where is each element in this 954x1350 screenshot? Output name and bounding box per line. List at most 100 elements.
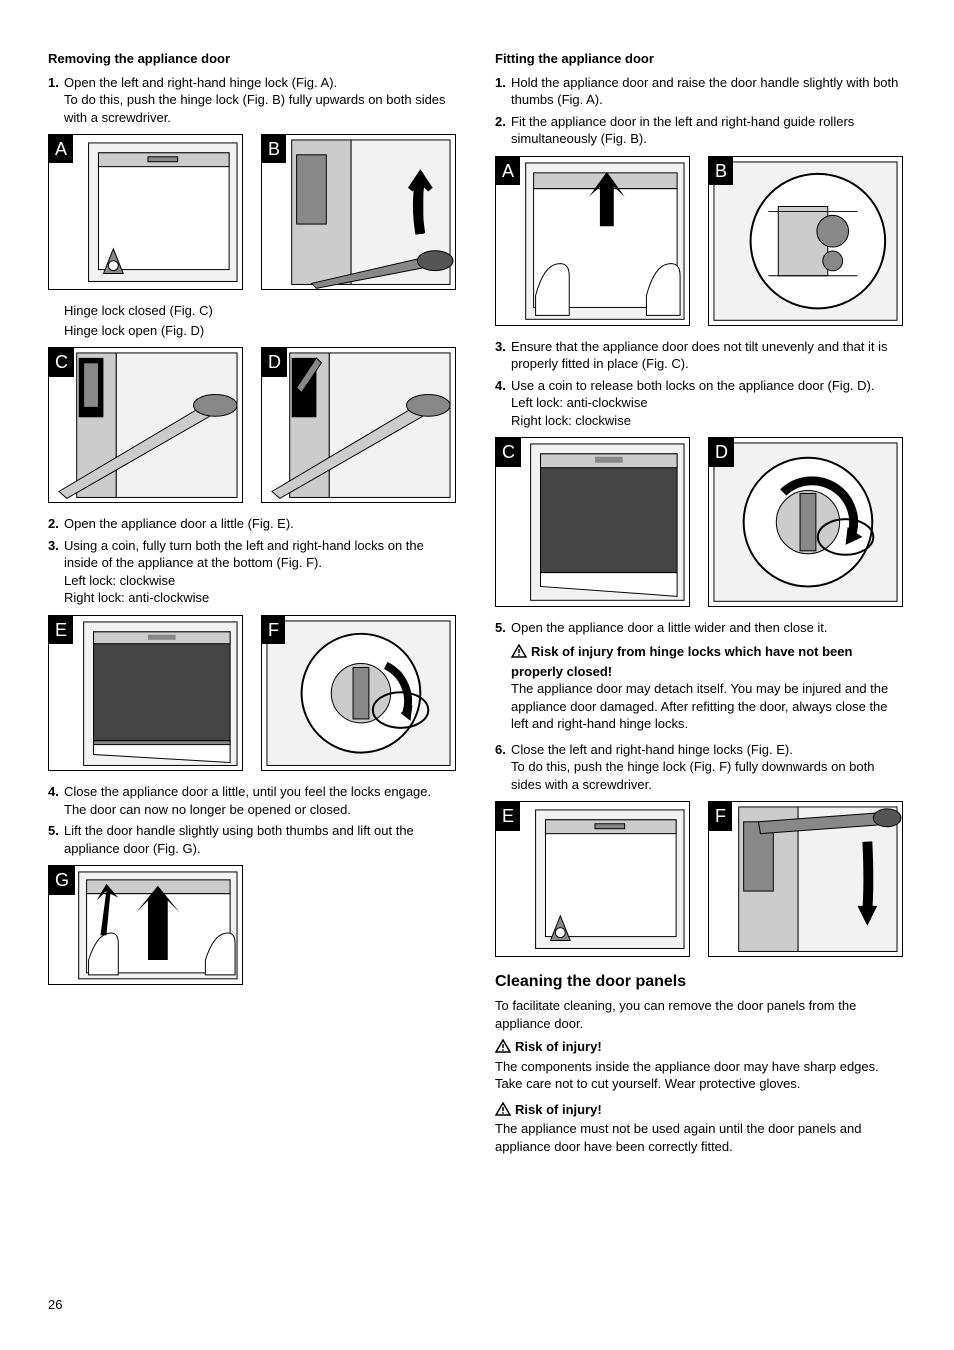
step-text: Fit the appliance door in the left and r… — [511, 114, 854, 147]
step-text: Open the appliance door a little wider a… — [511, 620, 828, 635]
step-item: 3. Using a coin, fully turn both the lef… — [48, 537, 459, 607]
step-text: Close the appliance door a little, until… — [64, 784, 431, 799]
figure-label: F — [262, 616, 285, 644]
left-steps-part2: 2. Open the appliance door a little (Fig… — [48, 515, 459, 607]
illustration-oven-front — [49, 135, 242, 289]
step-text: Close the left and right-hand hinge lock… — [511, 742, 793, 757]
step-item: 1. Open the left and right-hand hinge lo… — [48, 74, 459, 127]
step-text: Open the left and right-hand hinge lock … — [64, 75, 337, 90]
step-subtext: Right lock: anti-clockwise — [64, 589, 459, 607]
figure-label: A — [496, 157, 520, 185]
left-steps-part3: 4. Close the appliance door a little, un… — [48, 783, 459, 857]
figure-label: G — [49, 866, 75, 894]
figure-row-g: G — [48, 865, 459, 985]
step-number: 1. — [495, 74, 506, 92]
figure-row-ab-right: A B — [495, 156, 906, 326]
caption-c: Hinge lock closed (Fig. C) — [64, 302, 459, 320]
figure-row-ab: A B — [48, 134, 459, 290]
risk-of-injury-1: Risk of injury! The components inside th… — [495, 1038, 906, 1093]
step-subtext: The door can now no longer be opened or … — [64, 801, 459, 819]
step-text: Hold the appliance door and raise the do… — [511, 75, 898, 108]
warning-icon — [495, 1039, 511, 1058]
step-subtext: Left lock: anti-clockwise — [511, 394, 906, 412]
illustration-hinge-screwdriver-down — [709, 802, 902, 956]
right-steps-part3: 5. Open the appliance door a little wide… — [495, 619, 906, 637]
two-column-layout: Removing the appliance door 1. Open the … — [48, 50, 906, 1163]
step-number: 4. — [48, 783, 59, 801]
step-item: 1. Hold the appliance door and raise the… — [495, 74, 906, 109]
figure-b-right: B — [708, 156, 903, 326]
figure-d-right: D — [708, 437, 903, 607]
figure-label: A — [49, 135, 73, 163]
right-heading: Fitting the appliance door — [495, 50, 906, 68]
figure-label: F — [709, 802, 732, 830]
right-steps-part4: 6. Close the left and right-hand hinge l… — [495, 741, 906, 794]
figure-label: E — [49, 616, 73, 644]
page-number: 26 — [48, 1296, 62, 1314]
warning-hinge-locks: Risk of injury from hinge locks which ha… — [495, 643, 906, 733]
step-item: 2. Fit the appliance door in the left an… — [495, 113, 906, 148]
step-number: 6. — [495, 741, 506, 759]
step-item: 4. Close the appliance door a little, un… — [48, 783, 459, 818]
illustration-lift-door — [49, 866, 242, 985]
figure-label: B — [709, 157, 733, 185]
right-steps-part2: 3. Ensure that the appliance door does n… — [495, 338, 906, 430]
step-text: Use a coin to release both locks on the … — [511, 378, 874, 393]
step-number: 5. — [48, 822, 59, 840]
step-number: 3. — [495, 338, 506, 356]
figure-row-cd-right: C D — [495, 437, 906, 607]
left-column: Removing the appliance door 1. Open the … — [48, 50, 459, 1163]
step-number: 4. — [495, 377, 506, 395]
step-item: 2. Open the appliance door a little (Fig… — [48, 515, 459, 533]
illustration-coin-lock — [262, 616, 455, 770]
figure-e: E — [48, 615, 243, 771]
risk-body: The components inside the appliance door… — [495, 1058, 906, 1093]
step-subtext: Left lock: clockwise — [64, 572, 459, 590]
step-item: 5. Open the appliance door a little wide… — [495, 619, 906, 637]
step-item: 3. Ensure that the appliance door does n… — [495, 338, 906, 373]
step-text: Open the appliance door a little (Fig. E… — [64, 516, 294, 531]
step-number: 2. — [48, 515, 59, 533]
risk-title: Risk of injury! — [515, 1039, 602, 1054]
risk-title: Risk of injury! — [515, 1102, 602, 1117]
right-steps-part1: 1. Hold the appliance door and raise the… — [495, 74, 906, 148]
warning-icon — [495, 1102, 511, 1121]
illustration-coin-release — [709, 438, 902, 606]
figure-e-right: E — [495, 801, 690, 957]
figure-row-ef-right: E F — [495, 801, 906, 957]
risk-body: The appliance must not be used again unt… — [495, 1120, 906, 1155]
step-text: Lift the door handle slightly using both… — [64, 823, 414, 856]
step-subtext: Right lock: clockwise — [511, 412, 906, 430]
figure-label: C — [496, 438, 521, 466]
step-subtext: To do this, push the hinge lock (Fig. B)… — [64, 91, 459, 126]
figure-a: A — [48, 134, 243, 290]
illustration-door-ajar — [49, 616, 242, 770]
step-number: 3. — [48, 537, 59, 555]
illustration-hinge-screwdriver-up — [262, 135, 455, 289]
figure-row-ef: E F — [48, 615, 459, 771]
cleaning-intro: To facilitate cleaning, you can remove t… — [495, 997, 906, 1032]
figure-label: C — [49, 348, 74, 376]
figure-a-right: A — [495, 156, 690, 326]
caption-d: Hinge lock open (Fig. D) — [64, 322, 459, 340]
figure-c-right: C — [495, 437, 690, 607]
illustration-hinge-closed — [49, 348, 242, 502]
cleaning-heading: Cleaning the door panels — [495, 971, 906, 993]
left-heading: Removing the appliance door — [48, 50, 459, 68]
figure-label: B — [262, 135, 286, 163]
figure-c: C — [48, 347, 243, 503]
figure-f: F — [261, 615, 456, 771]
step-subtext: To do this, push the hinge lock (Fig. F)… — [511, 758, 906, 793]
warning-title: Risk of injury from hinge locks which ha… — [511, 644, 852, 679]
right-column: Fitting the appliance door 1. Hold the a… — [495, 50, 906, 1163]
figure-label: D — [262, 348, 287, 376]
warning-icon — [511, 644, 527, 663]
step-item: 4. Use a coin to release both locks on t… — [495, 377, 906, 430]
illustration-door-fitted — [496, 438, 689, 606]
step-text: Using a coin, fully turn both the left a… — [64, 538, 424, 571]
figure-b: B — [261, 134, 456, 290]
step-number: 1. — [48, 74, 59, 92]
illustration-guide-roller — [709, 157, 902, 325]
illustration-hold-door — [496, 157, 689, 325]
step-number: 2. — [495, 113, 506, 131]
